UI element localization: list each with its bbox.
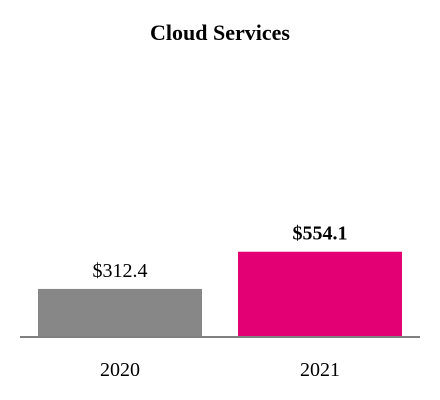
bar-2021 xyxy=(238,251,402,337)
chart-title: Cloud Services xyxy=(150,20,290,45)
bars-group xyxy=(38,251,402,337)
x-tick-label-2021: 2021 xyxy=(300,359,340,381)
x-tick-labels-group: 2020 2021 xyxy=(100,359,340,381)
data-label-2020: $312.4 xyxy=(93,260,148,282)
x-tick-label-2020: 2020 xyxy=(100,359,140,381)
data-labels-group: $312.4 $554.1 xyxy=(93,223,348,282)
data-label-2021: $554.1 xyxy=(293,223,348,245)
bar-2020 xyxy=(38,288,202,337)
